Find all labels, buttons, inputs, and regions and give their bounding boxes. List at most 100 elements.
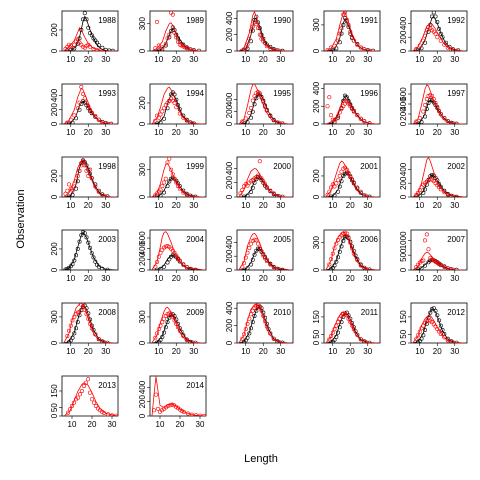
- data-point: [78, 392, 83, 397]
- data-point: [346, 316, 351, 321]
- series-line-1: [412, 251, 466, 270]
- x-tick-label: 30: [196, 420, 205, 429]
- y-tick-label: 0: [138, 413, 147, 418]
- x-axis-title: Length: [244, 453, 278, 465]
- panel-frame: [323, 302, 381, 344]
- data-point: [165, 320, 170, 325]
- data-point: [264, 108, 269, 113]
- panel-title: 2010: [273, 308, 291, 317]
- data-point: [247, 36, 252, 41]
- plot-area: [412, 157, 466, 197]
- panel-frame: [236, 302, 294, 344]
- data-point: [249, 106, 254, 111]
- data-point: [257, 32, 262, 37]
- data-point: [181, 262, 186, 267]
- data-point: [367, 48, 372, 51]
- data-point: [188, 120, 193, 124]
- data-point: [152, 408, 157, 413]
- x-tick-label: 30: [101, 274, 110, 283]
- data-point: [70, 188, 75, 193]
- x-tick-label: 10: [66, 274, 75, 283]
- data-point: [63, 267, 68, 270]
- panel-2011: 10 20 30 0 50 150 2011: [312, 302, 381, 356]
- panel-frame: [149, 229, 207, 271]
- x-tick-label: 30: [363, 128, 372, 137]
- data-point: [155, 331, 160, 336]
- data-point: [351, 327, 356, 332]
- data-point: [245, 335, 250, 340]
- data-point: [268, 46, 273, 51]
- data-point: [84, 235, 89, 240]
- data-point: [77, 168, 82, 173]
- data-point: [335, 189, 340, 194]
- data-point: [162, 190, 167, 195]
- data-point: [169, 28, 174, 33]
- data-point: [249, 39, 254, 44]
- data-point: [172, 92, 177, 97]
- data-point: [153, 46, 158, 51]
- data-point: [419, 266, 424, 270]
- panel-title: 2002: [447, 162, 465, 171]
- data-point: [335, 320, 340, 325]
- data-point: [337, 31, 342, 36]
- series-line-1: [325, 11, 379, 51]
- data-point: [156, 115, 161, 120]
- panel-2012: 10 20 30 0 50 150 2012: [399, 302, 468, 356]
- data-point: [81, 159, 86, 164]
- data-point: [79, 84, 84, 89]
- plot-area: [63, 84, 117, 124]
- data-point: [358, 337, 363, 342]
- x-tick-label: 10: [68, 420, 77, 429]
- data-point: [339, 244, 344, 249]
- data-point: [431, 11, 436, 15]
- data-point: [264, 324, 269, 329]
- data-point: [275, 120, 280, 124]
- panel-frame: [61, 10, 119, 52]
- data-point: [348, 240, 353, 245]
- data-point: [332, 184, 337, 189]
- data-point: [190, 412, 194, 416]
- y-tick-label: 0: [138, 194, 147, 199]
- data-point: [421, 109, 426, 114]
- data-point: [88, 44, 93, 49]
- series-line-0: [63, 15, 117, 51]
- data-point: [349, 35, 354, 40]
- data-point: [74, 179, 79, 184]
- data-point: [75, 246, 80, 251]
- data-point: [252, 17, 257, 22]
- x-tick-label: 10: [328, 347, 337, 356]
- y-tick-label: 0: [312, 48, 321, 53]
- data-point: [154, 392, 159, 397]
- y-tick-label: 0: [225, 267, 234, 272]
- plot-area: [151, 86, 205, 124]
- data-point: [177, 258, 182, 263]
- data-point: [84, 103, 89, 108]
- x-tick-label: 20: [346, 128, 355, 137]
- panel-frame: [410, 10, 468, 52]
- data-point: [170, 314, 175, 319]
- data-point: [421, 258, 426, 263]
- data-point: [332, 193, 337, 197]
- data-point: [351, 248, 356, 253]
- data-point: [431, 322, 436, 327]
- data-point: [451, 121, 455, 124]
- x-tick-label: 10: [415, 347, 424, 356]
- data-point: [68, 323, 73, 328]
- x-tick-label: 20: [84, 347, 93, 356]
- data-point: [419, 336, 424, 341]
- data-point: [332, 246, 337, 251]
- data-point: [160, 109, 165, 114]
- data-point: [162, 106, 167, 111]
- data-point: [100, 120, 105, 124]
- x-tick-label: 20: [176, 420, 185, 429]
- data-point: [449, 47, 454, 51]
- plot-area: [63, 303, 117, 343]
- data-point: [255, 246, 260, 251]
- data-point: [158, 337, 163, 342]
- data-point: [355, 332, 360, 337]
- panel-frame: [323, 156, 381, 198]
- x-tick-label: 20: [84, 274, 93, 283]
